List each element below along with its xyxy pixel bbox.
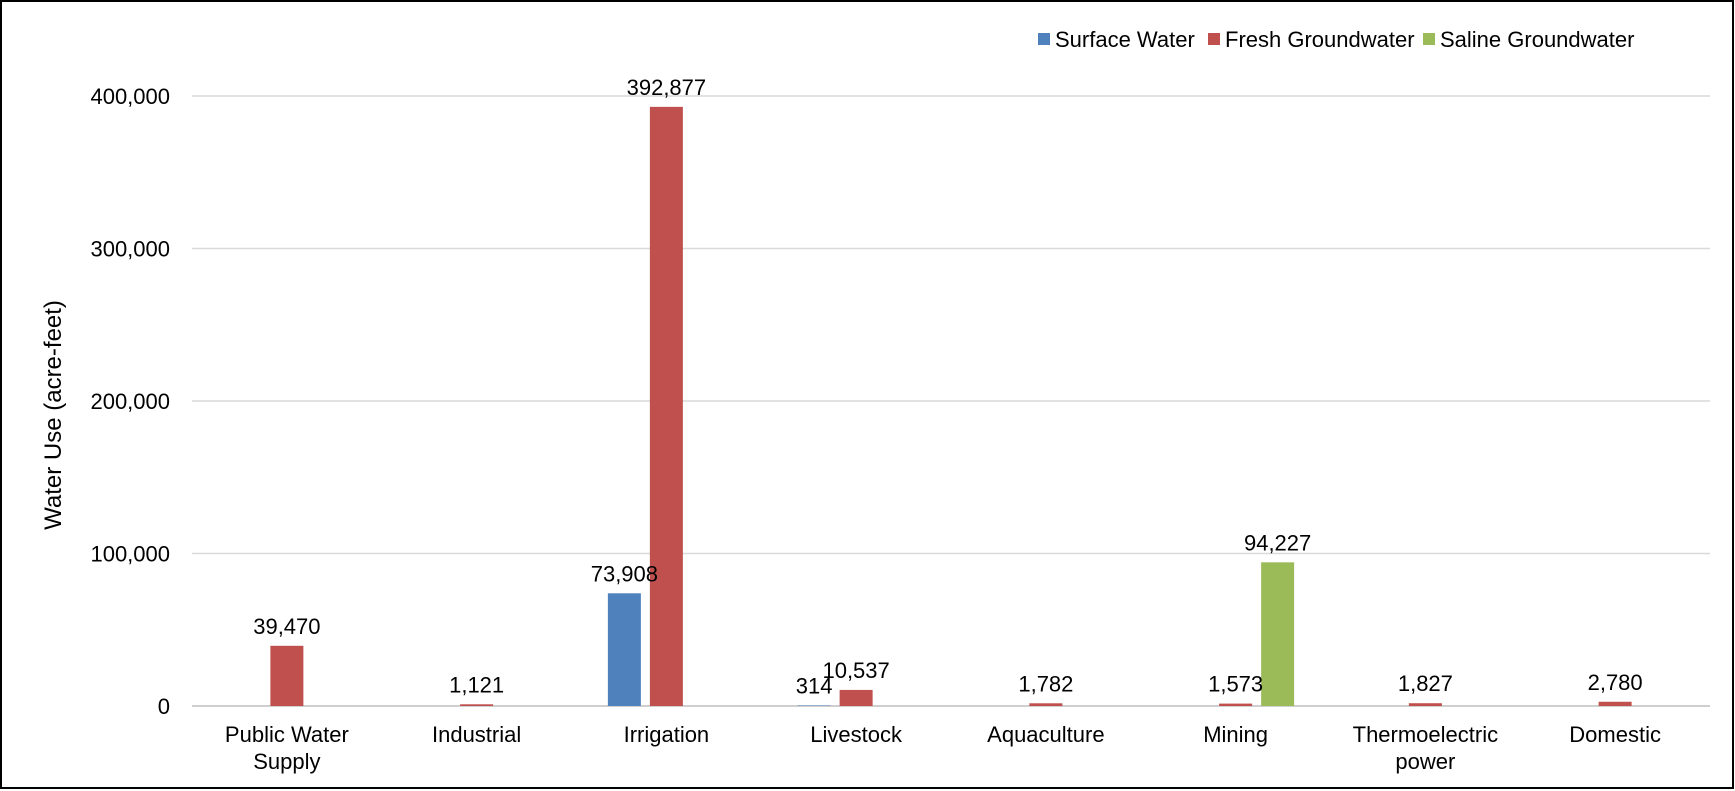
y-tick-label: 200,000 [90, 389, 170, 414]
gridlines [192, 95, 1710, 707]
legend: Surface Water Fresh Groundwater Saline Gro… [1038, 27, 1634, 52]
legend-label: Fresh Groundwater [1225, 27, 1415, 52]
x-tick-label: Livestock [810, 722, 903, 747]
x-tick-label: Thermoelectric [1353, 722, 1498, 747]
data-label: 10,537 [822, 658, 889, 683]
bar-surface-water [797, 705, 831, 706]
y-tick-label: 100,000 [90, 542, 170, 567]
x-tick-label: power [1395, 749, 1455, 774]
data-label: 39,470 [253, 614, 320, 639]
bar-fresh-groundwater [1219, 703, 1253, 706]
legend-swatch [1038, 33, 1050, 45]
data-label: 392,877 [627, 75, 707, 100]
data-label: 1,827 [1398, 671, 1453, 696]
data-label: 94,227 [1244, 530, 1311, 555]
legend-swatch [1208, 33, 1220, 45]
legend-label: Saline Groundwater [1440, 27, 1634, 52]
bar-fresh-groundwater [1408, 703, 1442, 706]
data-label: 1,573 [1208, 672, 1263, 697]
bar-fresh-groundwater [839, 689, 873, 706]
data-label: 2,780 [1588, 670, 1643, 695]
x-tick-label: Mining [1203, 722, 1268, 747]
x-tick-label: Public Water [225, 722, 349, 747]
bar-fresh-groundwater [460, 704, 494, 706]
y-tick-label: 0 [158, 694, 170, 719]
data-label: 1,782 [1018, 671, 1073, 696]
y-tick-label: 300,000 [90, 237, 170, 262]
data-label: 73,908 [591, 561, 658, 586]
y-tick-label: 400,000 [90, 84, 170, 109]
bar-fresh-groundwater [1029, 703, 1063, 706]
y-axis-title: Water Use (acre-feet) [40, 300, 67, 530]
data-label: 314 [796, 674, 833, 699]
y-axis-ticks: 0 100,000 200,000 300,000 400,000 [90, 84, 170, 719]
legend-swatch [1423, 33, 1435, 45]
x-tick-label: Industrial [432, 722, 521, 747]
bar-fresh-groundwater [270, 645, 304, 706]
x-tick-label: Domestic [1569, 722, 1661, 747]
data-label: 1,121 [449, 672, 504, 697]
bars [270, 106, 1632, 707]
x-tick-label: Supply [253, 749, 320, 774]
bar-fresh-groundwater [1598, 701, 1632, 706]
bar-fresh-groundwater [649, 106, 683, 707]
bar-surface-water [607, 593, 641, 706]
legend-label: Surface Water [1055, 27, 1195, 52]
x-tick-label: Irrigation [624, 722, 710, 747]
bar-saline-groundwater [1261, 562, 1295, 706]
x-tick-label: Aquaculture [987, 722, 1104, 747]
